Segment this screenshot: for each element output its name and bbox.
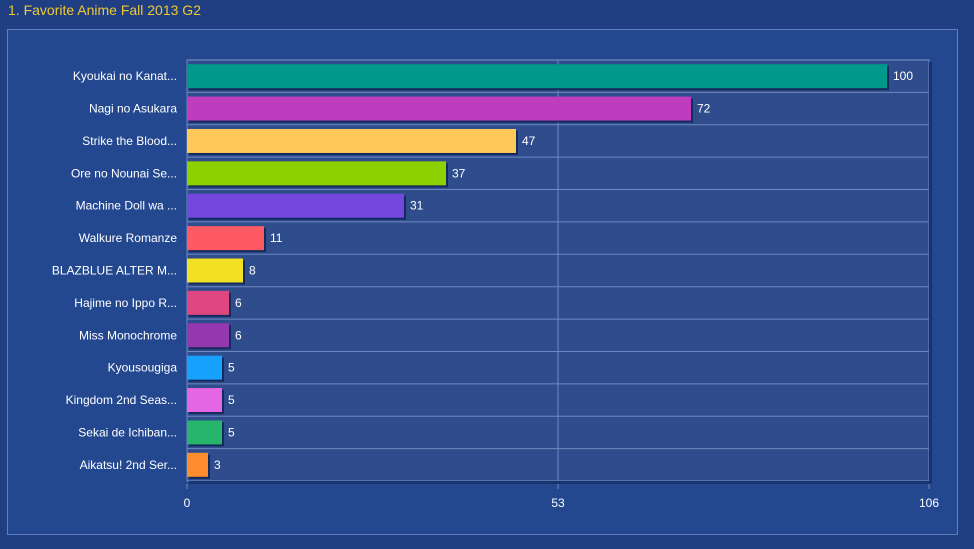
- category-label: Miss Monochrome: [79, 328, 177, 342]
- category-label: Strike the Blood...: [82, 134, 177, 148]
- bar: [187, 193, 404, 218]
- x-tick-label: 106: [919, 496, 939, 510]
- bar-value-label: 5: [228, 393, 235, 407]
- category-label: Nagi no Asukara: [89, 102, 177, 116]
- category-label: Ore no Nounai Se...: [71, 166, 177, 180]
- bar-value-label: 11: [270, 231, 283, 245]
- category-label: Sekai de Ichiban...: [78, 425, 177, 439]
- category-label: Kingdom 2nd Seas...: [66, 393, 177, 407]
- bar: [187, 420, 222, 445]
- bar: [187, 388, 222, 413]
- plot-shadow: [189, 481, 931, 484]
- plot-shadow: [929, 62, 932, 484]
- bar-value-label: 100: [893, 69, 913, 83]
- bar-value-label: 6: [235, 296, 242, 310]
- category-label: Aikatsu! 2nd Ser...: [80, 458, 177, 472]
- bar: [187, 323, 229, 348]
- bar-value-label: 37: [452, 166, 466, 180]
- category-label: Hajime no Ippo R...: [74, 296, 177, 310]
- bar: [187, 355, 222, 380]
- chart-title: 1. Favorite Anime Fall 2013 G2: [8, 2, 201, 18]
- category-label: Kyoukai no Kanat...: [73, 69, 177, 83]
- bar-value-label: 6: [235, 328, 242, 342]
- bar: [187, 96, 691, 121]
- bar-value-label: 3: [214, 458, 221, 472]
- category-label: BLAZBLUE ALTER M...: [52, 264, 177, 278]
- category-label: Walkure Romanze: [79, 231, 178, 245]
- bar: [187, 290, 229, 315]
- bar: [187, 226, 264, 251]
- bar-value-label: 31: [410, 199, 424, 213]
- bar-value-label: 5: [228, 361, 235, 375]
- bar-value-label: 72: [697, 102, 711, 116]
- category-label: Kyousougiga: [108, 361, 178, 375]
- x-tick-label: 53: [551, 496, 565, 510]
- bar: [187, 161, 446, 186]
- bar: [187, 258, 243, 283]
- bar-value-label: 8: [249, 264, 256, 278]
- x-tick-label: 0: [184, 496, 191, 510]
- category-label: Machine Doll wa ...: [76, 199, 177, 213]
- bar-value-label: 5: [228, 425, 235, 439]
- bar: [187, 128, 516, 153]
- bar: [187, 64, 887, 89]
- bar: [187, 452, 208, 477]
- bar-value-label: 47: [522, 134, 536, 148]
